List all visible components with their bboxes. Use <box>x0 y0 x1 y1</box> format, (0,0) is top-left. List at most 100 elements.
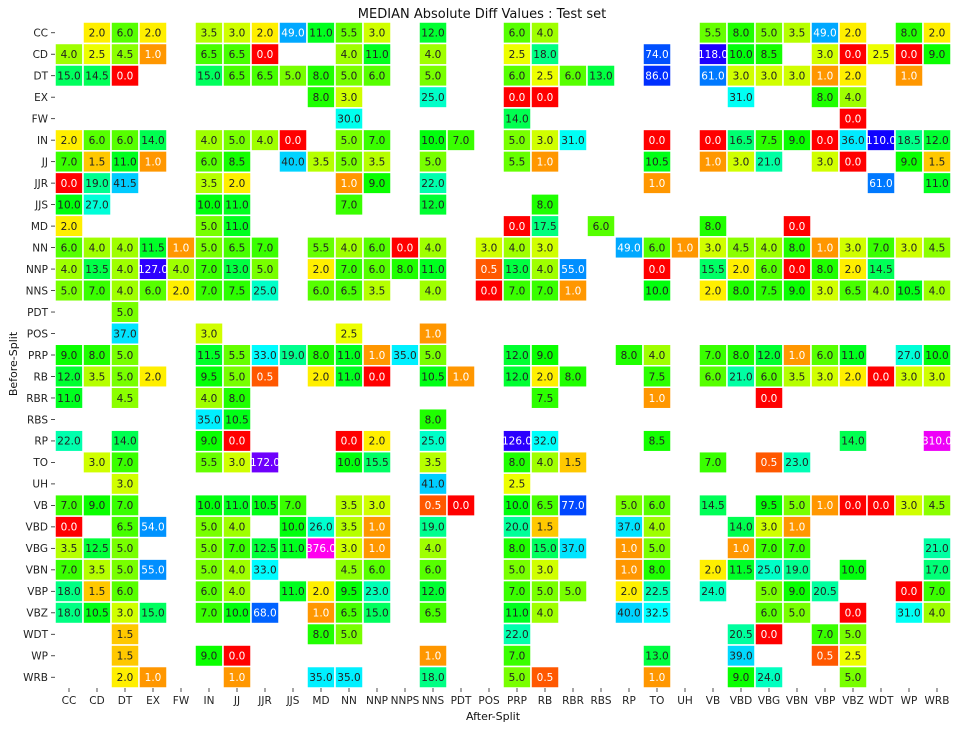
heatmap-cell <box>530 150 560 174</box>
heatmap-cell <box>922 364 952 388</box>
heatmap-cell <box>642 64 672 88</box>
x-tick-label: FW <box>173 695 190 707</box>
cell-value-label: 7.0 <box>117 500 134 512</box>
cell-value-label: 12.0 <box>421 28 444 40</box>
cell-value-label: 7.0 <box>201 285 218 297</box>
cell-value-label: 3.0 <box>761 522 778 534</box>
x-tick-label: IN <box>204 695 215 707</box>
cell-value-label: 118.0 <box>698 49 728 61</box>
cell-value-label: 25.0 <box>253 285 276 297</box>
cell-value-label: 2.5 <box>341 328 358 340</box>
cell-value-label: 3.0 <box>817 49 834 61</box>
heatmap-cell <box>642 171 672 195</box>
cell-value-label: 0.0 <box>901 586 918 598</box>
cell-value-label: 127.0 <box>138 264 168 276</box>
heatmap-cell <box>838 150 868 174</box>
cell-value-label: 1.0 <box>341 178 358 190</box>
x-tick-label: UH <box>677 695 693 707</box>
heatmap-cell <box>530 386 560 410</box>
cell-value-label: 1.0 <box>565 285 582 297</box>
cell-value-label: 13.0 <box>505 264 528 276</box>
cell-value-label: 0.0 <box>341 436 358 448</box>
cell-value-label: 21.0 <box>757 156 780 168</box>
cell-value-label: 3.0 <box>89 457 106 469</box>
cell-value-label: 14.5 <box>869 264 892 276</box>
cell-value-label: 25.0 <box>421 436 444 448</box>
cell-value-label: 7.0 <box>761 543 778 555</box>
cell-value-label: 8.0 <box>733 350 750 362</box>
x-axis-label: After-Split <box>466 710 521 723</box>
cell-value-label: 10.0 <box>197 199 220 211</box>
heatmap-cell <box>754 622 784 646</box>
cell-value-label: 5.5 <box>705 28 722 40</box>
cell-value-label: 8.0 <box>537 199 554 211</box>
cell-value-label: 0.0 <box>509 92 526 104</box>
heatmap-cell <box>558 450 588 474</box>
cell-value-label: 9.0 <box>789 285 806 297</box>
y-tick-label: PDT <box>27 307 48 319</box>
cell-value-label: 55.0 <box>141 565 164 577</box>
cell-value-label: 0.5 <box>537 672 554 684</box>
cell-value-label: 11.0 <box>225 221 248 233</box>
cell-value-label: 61.0 <box>701 71 724 83</box>
x-tick-label: VBN <box>786 695 808 707</box>
heatmap-cell <box>138 364 168 388</box>
cell-value-label: 27.0 <box>85 199 108 211</box>
cell-value-label: 5.0 <box>117 307 134 319</box>
cell-value-label: 27.0 <box>897 350 920 362</box>
cell-value-label: 4.0 <box>201 393 218 405</box>
cell-value-label: 5.0 <box>341 71 358 83</box>
cell-value-label: 7.0 <box>229 543 246 555</box>
cell-value-label: 2.0 <box>313 371 330 383</box>
cell-value-label: 7.0 <box>285 500 302 512</box>
cell-value-label: 8.0 <box>817 264 834 276</box>
cell-value-label: 4.5 <box>117 393 134 405</box>
y-axis-ticks: CC CD DT EX FW IN JJ JJR JJS MD NN NNP NNS PDT POS PRP R… <box>23 28 55 684</box>
cell-value-label: 5.0 <box>761 28 778 40</box>
y-tick-label: NN <box>32 242 48 254</box>
cell-value-label: 37.0 <box>617 522 640 534</box>
cell-value-label: 4.5 <box>341 565 358 577</box>
cell-value-label: 0.0 <box>453 500 470 512</box>
cell-value-label: 2.5 <box>89 49 106 61</box>
cell-value-label: 18.5 <box>897 135 920 147</box>
cell-value-label: 0.0 <box>817 135 834 147</box>
cell-value-label: 0.5 <box>257 371 274 383</box>
x-tick-label: TO <box>649 695 665 707</box>
heatmap-cell <box>362 279 392 303</box>
x-tick-label: VBP <box>815 695 836 707</box>
y-tick-label: VBG <box>26 543 48 555</box>
cell-value-label: 0.0 <box>873 500 890 512</box>
cell-value-label: 31.0 <box>561 135 584 147</box>
cell-value-label: 0.0 <box>229 436 246 448</box>
cell-value-label: 22.0 <box>421 178 444 190</box>
cell-value-label: 11.0 <box>505 608 528 620</box>
cell-value-label: 3.5 <box>89 565 106 577</box>
y-tick-label: VBP <box>27 586 48 598</box>
heatmap-cell <box>362 364 392 388</box>
heatmap-cell <box>110 171 140 195</box>
x-tick-label: WDT <box>869 695 894 707</box>
cell-value-label: 2.0 <box>369 436 386 448</box>
heatmap-cell <box>250 558 280 582</box>
cell-value-label: 12.0 <box>505 350 528 362</box>
cell-value-label: 2.0 <box>145 371 162 383</box>
cell-value-label: 49.0 <box>813 28 836 40</box>
cell-value-label: 2.0 <box>845 264 862 276</box>
cell-value-label: 26.0 <box>309 522 332 534</box>
cell-value-label: 0.0 <box>845 608 862 620</box>
cell-value-label: 15.5 <box>365 457 388 469</box>
cell-value-label: 22.0 <box>57 436 80 448</box>
cell-value-label: 5.0 <box>425 350 442 362</box>
cell-value-label: 25.0 <box>757 565 780 577</box>
cell-value-label: 310.0 <box>922 436 952 448</box>
cell-value-label: 5.0 <box>341 135 358 147</box>
cell-value-label: 11.5 <box>197 350 220 362</box>
cell-value-label: 5.0 <box>565 586 582 598</box>
x-tick-label: NNS <box>422 695 445 707</box>
y-tick-label: CD <box>33 49 48 61</box>
cell-value-label: 1.0 <box>649 672 666 684</box>
heatmap-cell <box>418 85 448 109</box>
cell-value-label: 21.0 <box>925 543 948 555</box>
cell-value-label: 4.0 <box>173 264 190 276</box>
